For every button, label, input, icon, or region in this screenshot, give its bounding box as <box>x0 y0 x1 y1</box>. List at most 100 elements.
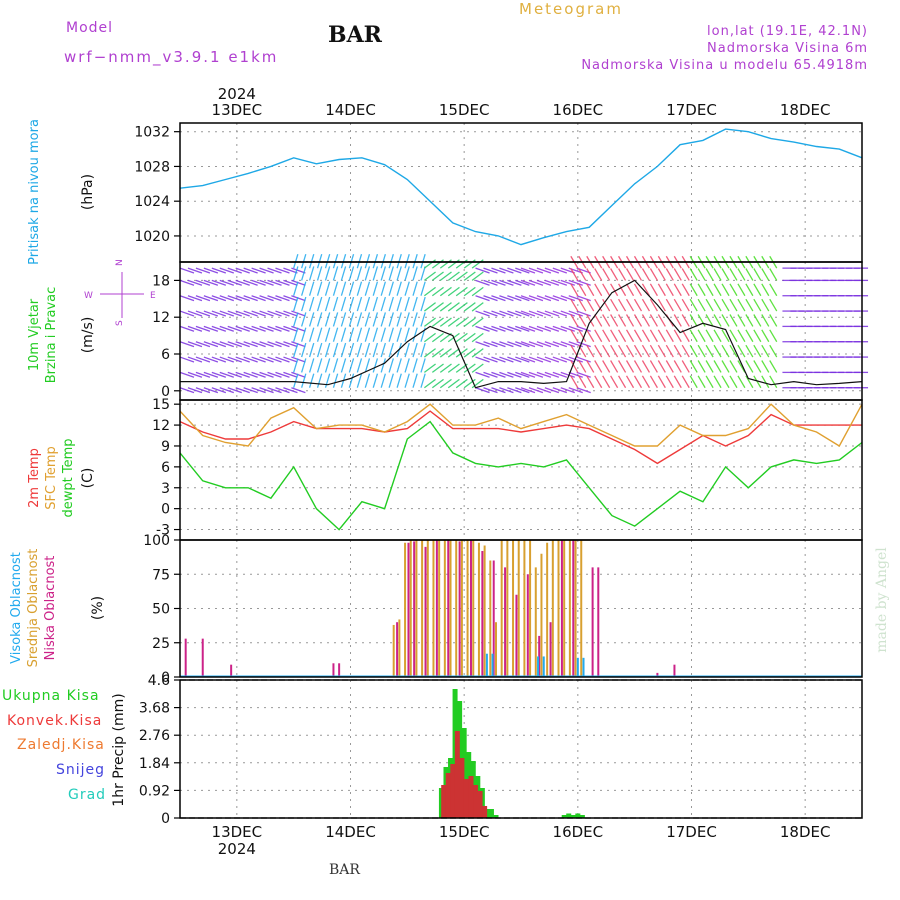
wind-barb <box>463 378 476 389</box>
wind-barb <box>324 312 331 327</box>
wind-barb <box>578 375 587 389</box>
wind-barb <box>713 314 722 327</box>
wind-barb <box>195 279 211 286</box>
wind-barb <box>316 373 323 388</box>
wind-barb <box>211 356 227 363</box>
wind-barb <box>697 375 706 389</box>
wind-barb <box>447 271 460 281</box>
wind-barb <box>316 281 323 296</box>
wind-barb <box>439 286 452 297</box>
wind-barb <box>649 268 658 281</box>
wind-barb <box>618 283 627 297</box>
wind-barb <box>576 387 591 394</box>
wind-barb <box>340 266 347 281</box>
wind-barb <box>737 283 746 297</box>
wind-barb <box>463 348 476 358</box>
wind-barb <box>681 375 690 389</box>
wind-barb <box>544 310 560 317</box>
wind-barb <box>507 356 522 363</box>
wind-barb <box>689 298 698 312</box>
wind-barb <box>316 312 323 327</box>
wind-barb <box>388 296 394 312</box>
wind-barb <box>195 295 211 302</box>
wind-barb <box>364 312 371 327</box>
wind-barb <box>259 356 274 363</box>
wind-barb <box>594 329 603 343</box>
wind-barb <box>243 371 258 378</box>
wind-barb <box>412 327 418 342</box>
wind-barb <box>753 344 762 358</box>
wind-barb <box>618 360 627 373</box>
wind-barb <box>625 268 635 281</box>
wind-barb <box>568 310 583 317</box>
wind-barb <box>227 267 242 274</box>
wind-barb <box>372 312 379 327</box>
wind-barb <box>576 279 591 286</box>
wind-barb <box>291 279 306 286</box>
wind-barb <box>259 295 274 302</box>
y-tick-label: 6 <box>161 347 170 363</box>
wind-barb <box>633 329 643 343</box>
wind-barb <box>594 360 603 373</box>
wind-barb <box>187 310 203 317</box>
wind-barb <box>544 387 560 394</box>
wind-barb <box>515 295 530 302</box>
wind-barb <box>447 302 460 312</box>
precip-legend-item: Konvek.Kisa <box>7 713 102 729</box>
wind-barb <box>560 387 575 394</box>
wind-barb <box>267 310 282 317</box>
wind-barb <box>471 332 484 343</box>
wind-barb <box>552 325 568 332</box>
precip-bar <box>488 809 494 818</box>
wind-barb <box>657 298 666 312</box>
wind-barb <box>689 314 698 327</box>
wind-barb <box>761 298 770 312</box>
wind-barb <box>570 329 579 343</box>
wind-barb <box>301 358 307 373</box>
wind-barb <box>439 259 452 269</box>
wind-barb <box>576 310 591 317</box>
wind-barb <box>431 348 444 358</box>
wind-barb <box>729 329 738 343</box>
wind-barb <box>404 373 410 388</box>
wind-barb <box>227 295 242 302</box>
wind-barb <box>291 356 306 363</box>
wind-barb <box>251 279 266 286</box>
wind-barb <box>439 348 452 358</box>
y-tick-label: 15 <box>152 397 170 413</box>
wind-barb <box>552 279 568 286</box>
y-tick-label: 1.84 <box>139 756 170 772</box>
wind-barb <box>633 375 643 389</box>
wind-barb <box>737 268 746 281</box>
wind-barb <box>515 387 530 394</box>
wind-barb <box>431 332 444 343</box>
wind-barb <box>552 310 568 317</box>
cloud-axis-title: Niska Oblacnost <box>43 556 58 661</box>
wind-barb <box>463 302 476 312</box>
wind-barb <box>560 279 575 286</box>
wind-barb <box>475 356 490 363</box>
wind-barb <box>536 279 552 286</box>
wind-barb <box>536 325 552 332</box>
wind-barb <box>179 341 195 348</box>
wind-speed-line <box>180 279 863 389</box>
wind-barb <box>388 358 394 373</box>
wind-barb <box>665 360 674 373</box>
wind-barb <box>324 358 331 373</box>
precip-legend-item: Grad <box>68 787 106 803</box>
wind-barb <box>721 344 730 358</box>
wind-barb <box>179 310 195 317</box>
wind-barb <box>219 325 234 332</box>
wind-barb <box>203 371 219 378</box>
wind-barb <box>713 375 722 389</box>
wind-barb <box>673 360 682 373</box>
wind-barb <box>665 344 674 358</box>
wind-barb <box>396 358 402 373</box>
elevation-label: Nadmorska Visina 6m <box>707 41 868 56</box>
wind-barb <box>689 283 698 297</box>
wind-barb <box>267 325 282 332</box>
panel-frame <box>179 122 863 263</box>
wind-barb <box>187 341 203 348</box>
wind-barb <box>610 360 619 373</box>
wind-barb <box>301 266 307 281</box>
